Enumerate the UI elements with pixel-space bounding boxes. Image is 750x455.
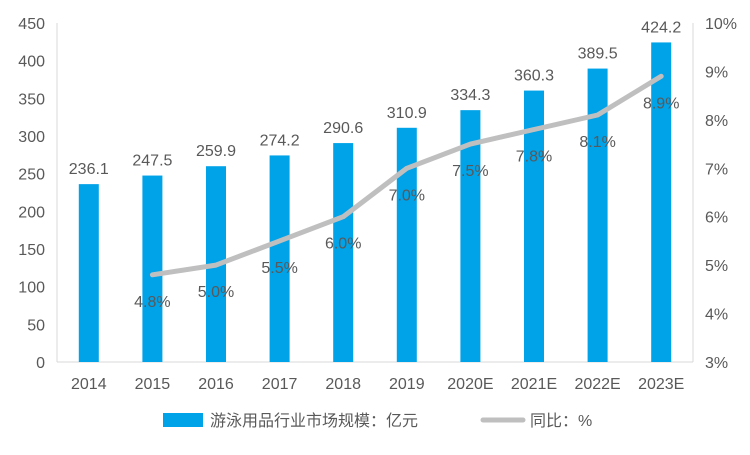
line-value-label: 8.9% [643, 95, 679, 112]
bar [460, 110, 481, 362]
y-left-tick-label: 100 [18, 280, 45, 297]
line-series [149, 73, 664, 278]
bar-value-label: 424.2 [641, 19, 681, 36]
y-right-tick-label: 7% [705, 161, 728, 178]
x-tick-label: 2017 [262, 376, 298, 393]
y-right-tick-label: 10% [705, 16, 737, 33]
bar [142, 175, 163, 362]
y-left-tick-label: 150 [18, 242, 45, 259]
x-tick-label: 2019 [389, 376, 425, 393]
x-tick-label: 2015 [135, 376, 171, 393]
bar-series [78, 42, 672, 363]
legend-swatch-bar [163, 413, 203, 427]
bar [524, 90, 544, 362]
bar [78, 184, 99, 362]
y-left-tick-label: 450 [18, 16, 45, 33]
bar [396, 127, 417, 362]
x-tick-label: 2018 [325, 376, 361, 393]
growth-line [149, 73, 664, 278]
y-right-tick-label: 6% [705, 210, 728, 227]
x-tick-label: 2023E [638, 376, 684, 393]
bar-value-label: 236.1 [69, 161, 109, 178]
bar-value-label: 310.9 [387, 105, 427, 122]
legend-label-bar: 游泳用品行业市场规模：亿元 [210, 412, 418, 430]
y-right-tick-label: 9% [705, 64, 728, 81]
bar-value-label: 360.3 [514, 68, 554, 85]
y-right-tick-label: 3% [705, 355, 728, 372]
line-value-label: 5.5% [261, 260, 297, 277]
bar-value-label: 290.6 [323, 120, 363, 137]
data-labels: 236.1 247.5 259.9 274.2 290.6 310.9 334.3 360.3… [69, 19, 682, 310]
x-tick-label: 2020E [447, 376, 493, 393]
y-left-tick-label: 50 [27, 317, 45, 334]
y-left-tick-label: 350 [18, 91, 45, 108]
x-tick-label: 2014 [71, 376, 107, 393]
bar [651, 42, 672, 362]
x-tick-label: 2021E [511, 376, 557, 393]
axes: 0 50 100 150 200 250 300 350 400 450 3% 4% 5% 6% 7% 8% 9… [18, 16, 737, 393]
line-value-label: 5.0% [198, 284, 234, 301]
line-value-label: 7.5% [452, 163, 488, 180]
legend: 游泳用品行业市场规模：亿元 同比：% [163, 412, 592, 430]
bar [587, 68, 608, 363]
bar-value-label: 259.9 [196, 143, 236, 160]
bar-value-label: 274.2 [260, 132, 300, 149]
line-value-label: 7.0% [389, 187, 425, 204]
bar-value-label: 389.5 [578, 46, 618, 63]
y-left-tick-label: 200 [18, 204, 45, 221]
x-tick-label: 2016 [198, 376, 234, 393]
bar-value-label: 247.5 [132, 153, 172, 170]
bar [269, 155, 290, 362]
y-left-tick-label: 300 [18, 129, 45, 146]
y-left-tick-label: 250 [18, 167, 45, 184]
y-left-tick-label: 0 [36, 355, 45, 372]
x-tick-label: 2022E [574, 376, 620, 393]
y-right-tick-label: 4% [705, 307, 728, 324]
bar [333, 143, 354, 362]
line-value-label: 8.1% [579, 134, 615, 151]
y-left-tick-label: 400 [18, 54, 45, 71]
y-right-tick-label: 5% [705, 258, 728, 275]
bar-value-label: 334.3 [450, 87, 490, 104]
legend-label-line: 同比：% [530, 412, 592, 430]
line-value-label: 4.8% [134, 294, 170, 311]
y-right-tick-label: 8% [705, 113, 728, 130]
line-value-label: 6.0% [325, 236, 361, 253]
line-value-label: 7.8% [516, 149, 552, 166]
